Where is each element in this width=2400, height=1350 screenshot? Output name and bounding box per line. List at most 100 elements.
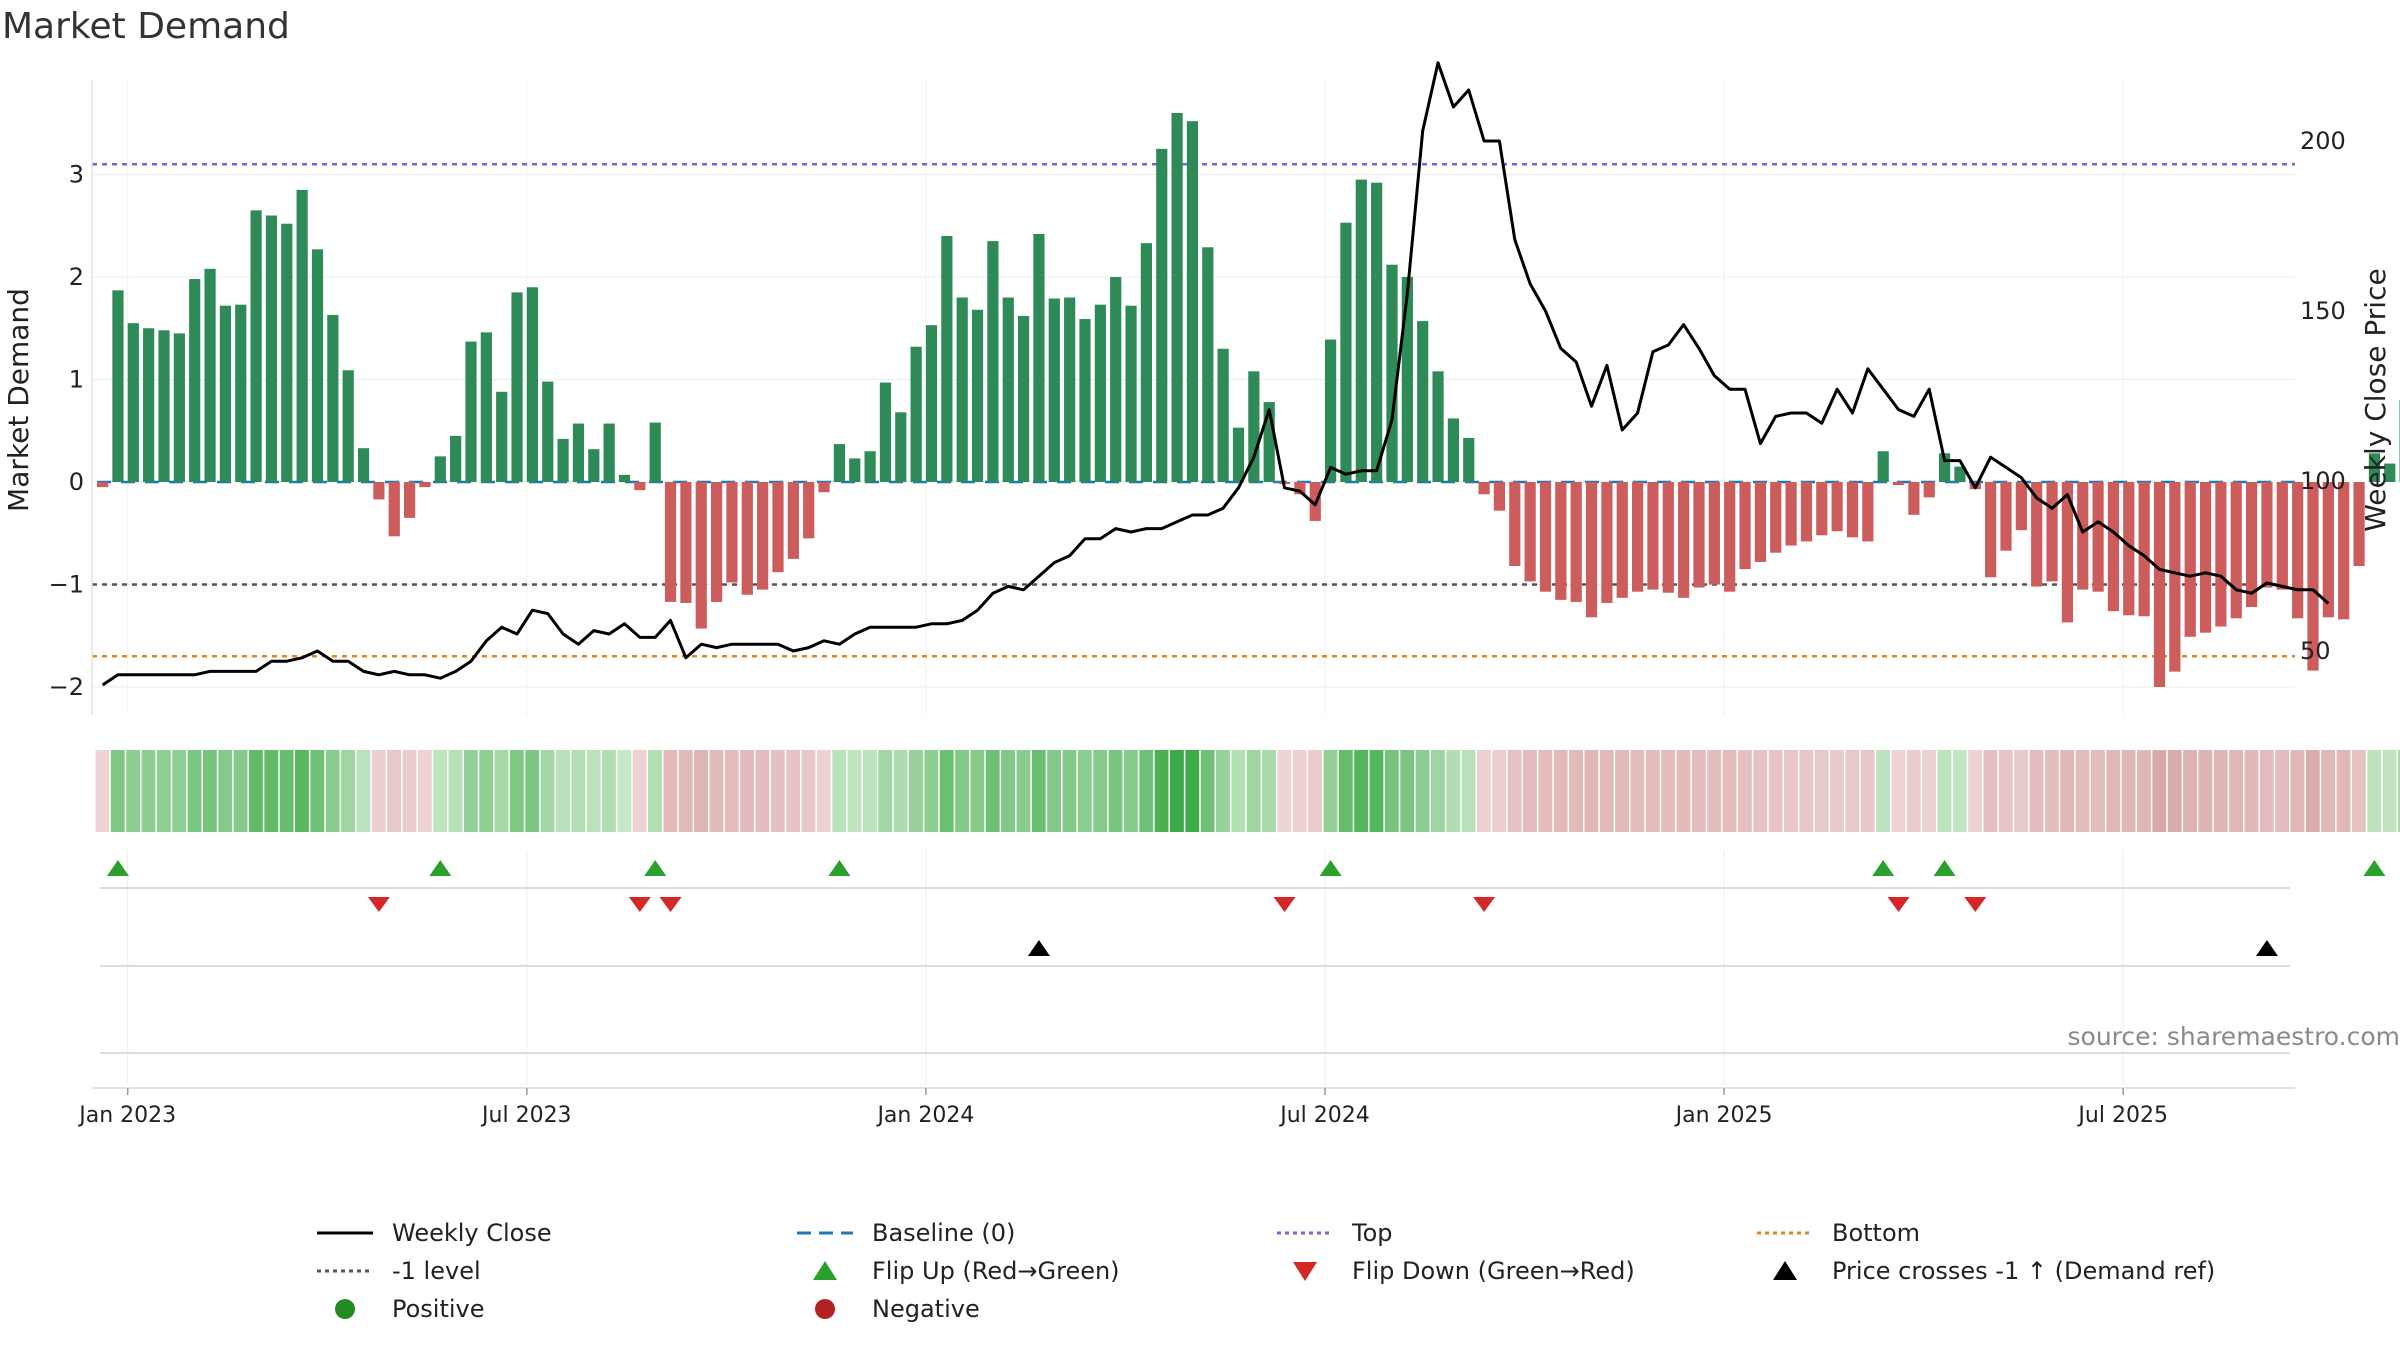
heat-cell [2029,750,2044,832]
demand-bar [1846,482,1859,538]
legend-weekly-close: Weekly Close [310,1215,552,1251]
heat-cell [847,750,862,832]
flip-up-marker [106,860,129,876]
heat-cell [1200,750,1215,832]
source-note: source: sharemaestro.com [2067,1022,2400,1051]
demand-bar [112,290,124,482]
demand-bar [2061,482,2073,623]
demand-bar [987,241,999,482]
heat-cell [1906,750,1921,832]
demand-bar [910,346,922,482]
demand-bar [787,482,799,559]
heat-cell [264,750,279,832]
legend-flip-down: Flip Down (Green→Red) [1270,1253,1635,1289]
heat-cell [1077,750,1092,832]
heat-cell [279,750,294,832]
heat-cell [2167,750,2182,832]
demand-bar [2077,482,2089,590]
heat-cell [878,750,893,832]
heat-cell [786,750,801,832]
heat-cell [1937,750,1952,832]
demand-bar [1002,297,1014,482]
heat-cell [1860,750,1875,832]
demand-bar [281,223,293,482]
demand-bar [2015,482,2027,531]
heat-cell [2398,750,2400,832]
heat-cell [1185,750,1200,832]
demand-bar [388,482,400,537]
demand-bar [511,292,523,482]
heat-cell [1876,750,1890,832]
demand-bar [2199,482,2212,633]
heat-cell [325,750,340,832]
heat-cell [494,750,509,832]
demand-bar [757,482,769,590]
legend-positive: Positive [310,1291,485,1327]
heat-cell [2106,750,2121,832]
demand-bar [941,236,953,482]
heat-cell [2290,750,2305,832]
heat-cell [463,750,478,832]
heat-cell [2014,750,2029,832]
heat-cell [1676,750,1691,832]
demand-bar [265,215,278,482]
heat-cell [1400,750,1415,832]
heat-cell [1292,750,1307,832]
demand-bar [158,330,170,482]
demand-bar [327,314,339,482]
demand-bar [2368,453,2380,482]
chart-title: Market Demand [2,6,290,47]
demand-bar [1156,148,1168,482]
heat-cell [1768,750,1783,832]
demand-bar [1524,482,1536,582]
demand-bar [2169,482,2181,672]
heat-cell [1707,750,1722,832]
heat-cell [755,750,770,832]
heat-cell [2213,750,2228,832]
heat-cell [985,750,1000,832]
demand-bar [557,438,569,482]
heat-cell [1308,750,1322,832]
demand-bar [419,482,431,488]
heat-cell [556,750,570,832]
demand-bar [849,458,861,482]
legend-negative-label: Negative [872,1295,980,1323]
heat-cell [1737,750,1752,832]
legend: Weekly Close Baseline (0) Top Bottom -1 … [300,1215,2300,1335]
demand-bar [1632,482,1644,592]
flip-up-marker [644,860,667,876]
demand-bar [296,189,308,482]
heat-cell [1369,750,1384,832]
heat-cell [1384,750,1399,832]
price-cross-markers [100,940,2290,967]
heat-cell [371,750,386,832]
y2-tick-label: 50 [2300,637,2331,665]
x-tick-label: Jul 2024 [1278,1103,1370,1128]
demand-bar [143,328,155,482]
flip-up-marker [1933,860,1956,876]
heat-cell [1830,750,1844,832]
demand-bar [588,449,600,482]
flip-up-marker [2363,860,2386,876]
legend-price-cross-label: Price crosses -1 ↑ (Demand ref) [1832,1257,2216,1285]
demand-bar [572,423,585,482]
heat-cell [356,750,371,832]
heat-cell [1584,750,1599,832]
flip-up-marker [1319,860,1342,876]
demand-bar [2123,482,2135,616]
legend-minus1: -1 level [310,1253,481,1289]
flip-down-marker [1273,897,1296,912]
demand-bar [250,210,262,482]
demand-bar [772,482,784,573]
heat-cell [2275,750,2290,832]
y-tick-label: 3 [69,161,84,189]
demand-bars [97,113,2400,687]
y-tick-label: −1 [49,571,84,599]
legend-flip-up-label: Flip Up (Red→Green) [872,1257,1120,1285]
heat-cell [1461,750,1476,832]
heat-cell [1216,750,1230,832]
heat-cell [540,750,555,832]
legend-bottom-label: Bottom [1832,1219,1921,1247]
demand-bar [680,482,692,603]
demand-bar [373,482,385,500]
